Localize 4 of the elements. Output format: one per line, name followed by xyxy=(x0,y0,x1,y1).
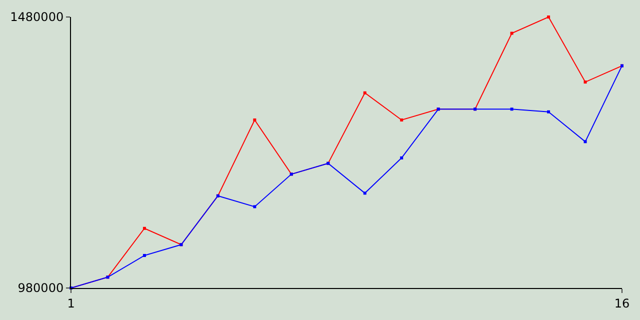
y-tick-label: 980000 xyxy=(18,281,64,296)
x-tick-label: 16 xyxy=(614,296,630,310)
x-tick-label: 1 xyxy=(67,296,75,310)
y-tick-label: 1480000 xyxy=(10,10,64,24)
